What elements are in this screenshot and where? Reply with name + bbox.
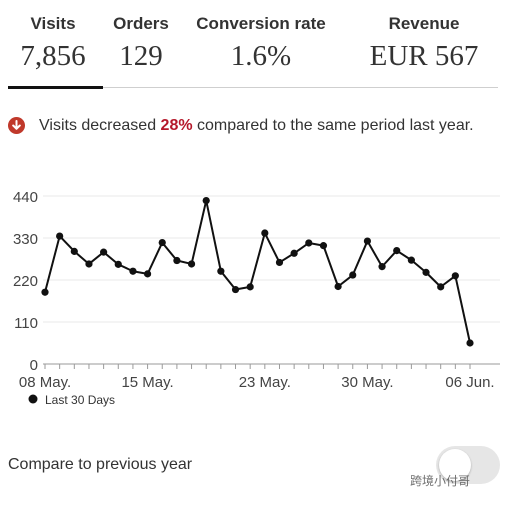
- y-tick-label: 330: [13, 231, 38, 248]
- revenue-metric-tab[interactable]: Revenue EUR 567: [350, 0, 498, 73]
- visits-line-chart: 0 110 220 330 440 08 May. 15 May. 23 May. 30 May…: [13, 189, 500, 407]
- data-point: [100, 248, 108, 256]
- x-tick-label: 23 May.: [239, 374, 291, 391]
- conversion-value: 1.6%: [230, 40, 292, 72]
- data-point: [466, 339, 474, 347]
- notice-suffix: compared to the same period last year.: [192, 117, 474, 134]
- data-point: [143, 270, 152, 278]
- data-point: [173, 256, 181, 265]
- orders-metric-tab[interactable]: Orders 129: [106, 0, 176, 73]
- conversion-metric-tab[interactable]: Conversion rate 1.6%: [186, 0, 336, 73]
- notice-text: Visits decreased 28% compared to the sam…: [39, 114, 498, 137]
- data-point: [261, 229, 269, 237]
- data-point: [41, 288, 49, 296]
- data-point: [334, 282, 342, 291]
- compare-label: Compare to previous year: [8, 456, 193, 473]
- orders-label: Orders: [113, 14, 169, 33]
- visits-metric-tab[interactable]: Visits 7,856: [8, 0, 98, 73]
- orders-value: 129: [119, 40, 163, 72]
- legend-label: Last 30 Days: [45, 393, 115, 407]
- watermark: 跨境小付哥: [410, 474, 471, 488]
- visits-label: Visits: [30, 14, 76, 33]
- data-point: [437, 283, 445, 291]
- data-point: [56, 232, 64, 240]
- data-point: [217, 267, 225, 275]
- notice-percent: 28%: [160, 117, 193, 134]
- y-tick-label: 110: [14, 315, 38, 332]
- data-point: [202, 196, 210, 205]
- data-point: [393, 247, 401, 255]
- visits-value: 7,856: [20, 40, 86, 72]
- metrics-bar: Visits 7,856 Orders 129 Conversion rate …: [0, 0, 515, 90]
- visits-notice: Visits decreased 28% compared to the sam…: [8, 114, 498, 137]
- data-point: [187, 260, 196, 268]
- toggle-knob: [439, 449, 471, 481]
- x-tick-label: 08 May.: [19, 374, 71, 391]
- data-point: [363, 237, 372, 245]
- data-point: [451, 272, 459, 280]
- data-point: [70, 247, 78, 255]
- data-point: [407, 256, 415, 264]
- arrow-down-circle-icon: [8, 117, 25, 134]
- data-point: [349, 271, 357, 279]
- data-point: [290, 249, 298, 257]
- data-point: [85, 260, 93, 268]
- legend-marker: [28, 394, 38, 404]
- data-point: [158, 238, 166, 247]
- y-tick-label: 220: [13, 273, 38, 290]
- x-tick-label: 30 May.: [341, 374, 393, 391]
- compare-toggle[interactable]: [436, 446, 500, 484]
- x-tick-label: 15 May.: [121, 374, 173, 391]
- notice-prefix: Visits decreased: [39, 117, 161, 134]
- active-tab-indicator: [8, 86, 103, 89]
- data-point: [275, 258, 284, 267]
- x-tick-label: 06 Jun.: [445, 374, 494, 391]
- y-tick-label: 0: [30, 357, 38, 374]
- data-point: [305, 239, 313, 247]
- data-point: [231, 285, 240, 294]
- tab-divider: [8, 87, 498, 88]
- revenue-value: EUR 567: [369, 40, 479, 72]
- revenue-label: Revenue: [388, 14, 460, 33]
- data-point: [422, 268, 430, 276]
- conversion-label: Conversion rate: [196, 14, 326, 33]
- data-point: [378, 263, 386, 271]
- data-point: [319, 242, 328, 250]
- data-point: [246, 283, 254, 291]
- data-point: [129, 267, 137, 275]
- data-point: [114, 260, 122, 268]
- y-tick-label: 440: [13, 189, 38, 206]
